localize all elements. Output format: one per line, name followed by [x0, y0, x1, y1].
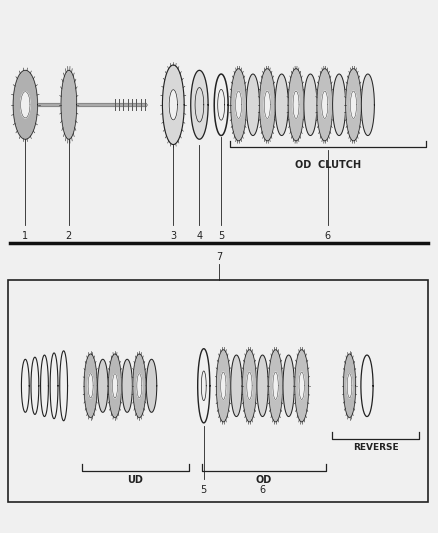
Polygon shape: [221, 372, 226, 400]
Polygon shape: [275, 74, 288, 135]
Polygon shape: [243, 350, 256, 422]
Polygon shape: [288, 69, 304, 141]
Text: 5: 5: [201, 485, 207, 495]
Polygon shape: [231, 355, 242, 417]
Polygon shape: [343, 354, 356, 418]
Polygon shape: [283, 355, 294, 417]
Text: 2: 2: [66, 231, 72, 241]
Polygon shape: [113, 374, 117, 398]
Polygon shape: [84, 354, 97, 418]
Text: OD: OD: [255, 475, 272, 485]
Polygon shape: [332, 74, 346, 135]
Polygon shape: [293, 91, 299, 118]
Polygon shape: [257, 355, 268, 417]
Polygon shape: [109, 354, 121, 418]
Text: UD: UD: [127, 475, 143, 485]
Polygon shape: [21, 92, 30, 118]
Polygon shape: [13, 70, 38, 139]
Polygon shape: [299, 372, 304, 400]
Polygon shape: [295, 350, 309, 422]
Polygon shape: [133, 354, 146, 418]
Text: 1: 1: [22, 231, 28, 241]
Bar: [8, 280, 428, 503]
Polygon shape: [137, 374, 142, 398]
Polygon shape: [88, 374, 93, 398]
Polygon shape: [247, 372, 252, 400]
Text: 4: 4: [196, 231, 202, 241]
Polygon shape: [169, 90, 177, 120]
Polygon shape: [350, 91, 357, 118]
Text: 3: 3: [170, 231, 177, 241]
Polygon shape: [122, 359, 132, 413]
Polygon shape: [347, 374, 352, 398]
Polygon shape: [361, 74, 374, 135]
Polygon shape: [162, 65, 184, 144]
Polygon shape: [216, 350, 230, 422]
Polygon shape: [322, 91, 328, 118]
Polygon shape: [236, 91, 242, 118]
Polygon shape: [268, 350, 283, 422]
Text: REVERSE: REVERSE: [353, 443, 399, 452]
Text: 5: 5: [218, 231, 224, 241]
Text: OD  CLUTCH: OD CLUTCH: [295, 160, 361, 171]
Text: 6: 6: [259, 485, 265, 495]
Polygon shape: [273, 372, 278, 400]
Polygon shape: [264, 91, 270, 118]
Polygon shape: [146, 359, 157, 413]
Polygon shape: [231, 69, 247, 141]
Polygon shape: [346, 69, 361, 141]
Polygon shape: [259, 69, 275, 141]
Polygon shape: [304, 74, 317, 135]
Polygon shape: [98, 359, 108, 413]
Polygon shape: [61, 70, 77, 139]
Polygon shape: [317, 69, 332, 141]
Text: 6: 6: [325, 231, 331, 241]
Polygon shape: [191, 70, 208, 139]
Text: 7: 7: [216, 252, 222, 262]
Polygon shape: [247, 74, 259, 135]
